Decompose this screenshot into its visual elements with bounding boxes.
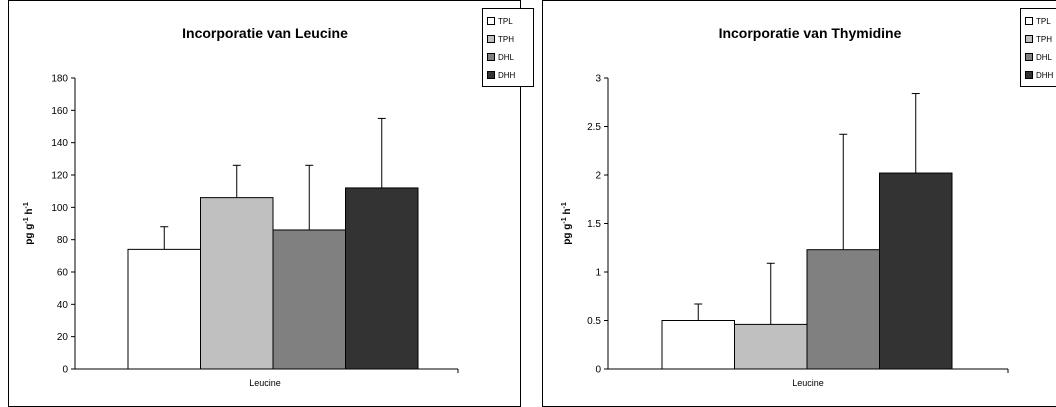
chart-svg-leucine: Incorporatie van Leucine 0 20 40 60 80 100 120 1… bbox=[23, 25, 459, 388]
y-axis-label-sup: -1 bbox=[561, 202, 568, 208]
y-axis-label-mid: h bbox=[562, 209, 573, 218]
y-tick-label: 0.5 bbox=[587, 316, 601, 327]
y-tick-label: 0 bbox=[62, 365, 68, 376]
legend-item-tpl: TPL bbox=[1025, 12, 1056, 30]
y-tick-label: 0 bbox=[595, 365, 601, 376]
legend-item-dhh: DHH bbox=[487, 66, 529, 84]
legend-item-tph: TPH bbox=[1025, 30, 1056, 48]
y-tick-label: 3 bbox=[595, 74, 601, 85]
y-tick-label: 180 bbox=[51, 74, 68, 85]
legend-swatch bbox=[487, 53, 495, 61]
chart-svg-thymidine: Incorporatie van Thymidine 0 0.5 1 1.5 2 2.5 3 L… bbox=[561, 25, 1009, 388]
x-category-label: Leucine bbox=[792, 378, 824, 388]
y-tick-label: 1 bbox=[595, 268, 601, 279]
legend-label: TPL bbox=[498, 16, 513, 26]
chart-title: Incorporatie van Thymidine bbox=[719, 25, 902, 41]
y-axis-label-sup: -1 bbox=[23, 202, 30, 208]
legend-swatch bbox=[487, 71, 495, 79]
y-axis-label-sup: -1 bbox=[23, 217, 30, 223]
bar-tpl bbox=[661, 320, 735, 370]
legend-item-dhh: DHH bbox=[1025, 66, 1056, 84]
legend-label: DHL bbox=[1036, 52, 1053, 62]
legend-item-dhl: DHL bbox=[1025, 48, 1056, 66]
bar-dhh bbox=[879, 172, 953, 370]
legend-swatch bbox=[1025, 71, 1033, 79]
y-tick-label: 100 bbox=[51, 203, 68, 214]
legend-swatch bbox=[1025, 53, 1033, 61]
y-tick-label: 40 bbox=[57, 300, 69, 311]
legend-label: TPH bbox=[498, 34, 514, 44]
bar-dhh bbox=[345, 187, 419, 370]
y-tick-label: 140 bbox=[51, 138, 68, 149]
bar-dhl bbox=[806, 249, 880, 370]
y-tick-label: 20 bbox=[57, 332, 69, 343]
y-tick-label: 2.5 bbox=[587, 122, 601, 133]
chart-title: Incorporatie van Leucine bbox=[182, 25, 348, 41]
legend-label: DHL bbox=[498, 52, 515, 62]
legend-label: DHH bbox=[1036, 70, 1054, 80]
bar-tph bbox=[200, 197, 274, 370]
y-tick-label: 120 bbox=[51, 171, 68, 182]
y-axis-label-main: pg g bbox=[24, 224, 35, 245]
y-axis-label: pg g-1 h-1 bbox=[23, 202, 35, 245]
legend-item-tpl: TPL bbox=[487, 12, 529, 30]
y-axis-label: pg g-1 h-1 bbox=[561, 202, 573, 245]
bar-dhl bbox=[272, 229, 346, 370]
y-axis-label-sup: -1 bbox=[561, 217, 568, 223]
legend-swatch bbox=[1025, 35, 1033, 43]
y-axis-label-main: pg g bbox=[562, 224, 573, 245]
legend-swatch bbox=[487, 17, 495, 25]
y-tick-label: 1.5 bbox=[587, 219, 601, 230]
y-tick-label: 80 bbox=[57, 235, 69, 246]
legend: TPL TPH DHL DHH bbox=[1020, 8, 1056, 87]
x-category-label: Leucine bbox=[249, 378, 281, 388]
legend-label: TPL bbox=[1036, 16, 1051, 26]
y-tick-label: 2 bbox=[595, 171, 601, 182]
bar-tpl bbox=[127, 248, 201, 370]
legend-label: TPH bbox=[1036, 34, 1052, 44]
y-axis-label-mid: h bbox=[24, 209, 35, 218]
chart-panel-thymidine: Incorporatie van Thymidine 0 0.5 1 1.5 2 2.5 3 L… bbox=[542, 0, 1056, 407]
legend-swatch bbox=[487, 35, 495, 43]
chart-panel-leucine: Incorporatie van Leucine 0 20 40 60 80 100 120 1… bbox=[8, 0, 534, 407]
bar-tph bbox=[734, 323, 808, 370]
y-tick-label: 160 bbox=[51, 106, 68, 117]
legend-swatch bbox=[1025, 17, 1033, 25]
y-tick-label: 60 bbox=[57, 268, 69, 279]
legend-item-tph: TPH bbox=[487, 30, 529, 48]
legend: TPL TPH DHL DHH bbox=[482, 8, 534, 87]
legend-item-dhl: DHL bbox=[487, 48, 529, 66]
legend-label: DHH bbox=[498, 70, 516, 80]
